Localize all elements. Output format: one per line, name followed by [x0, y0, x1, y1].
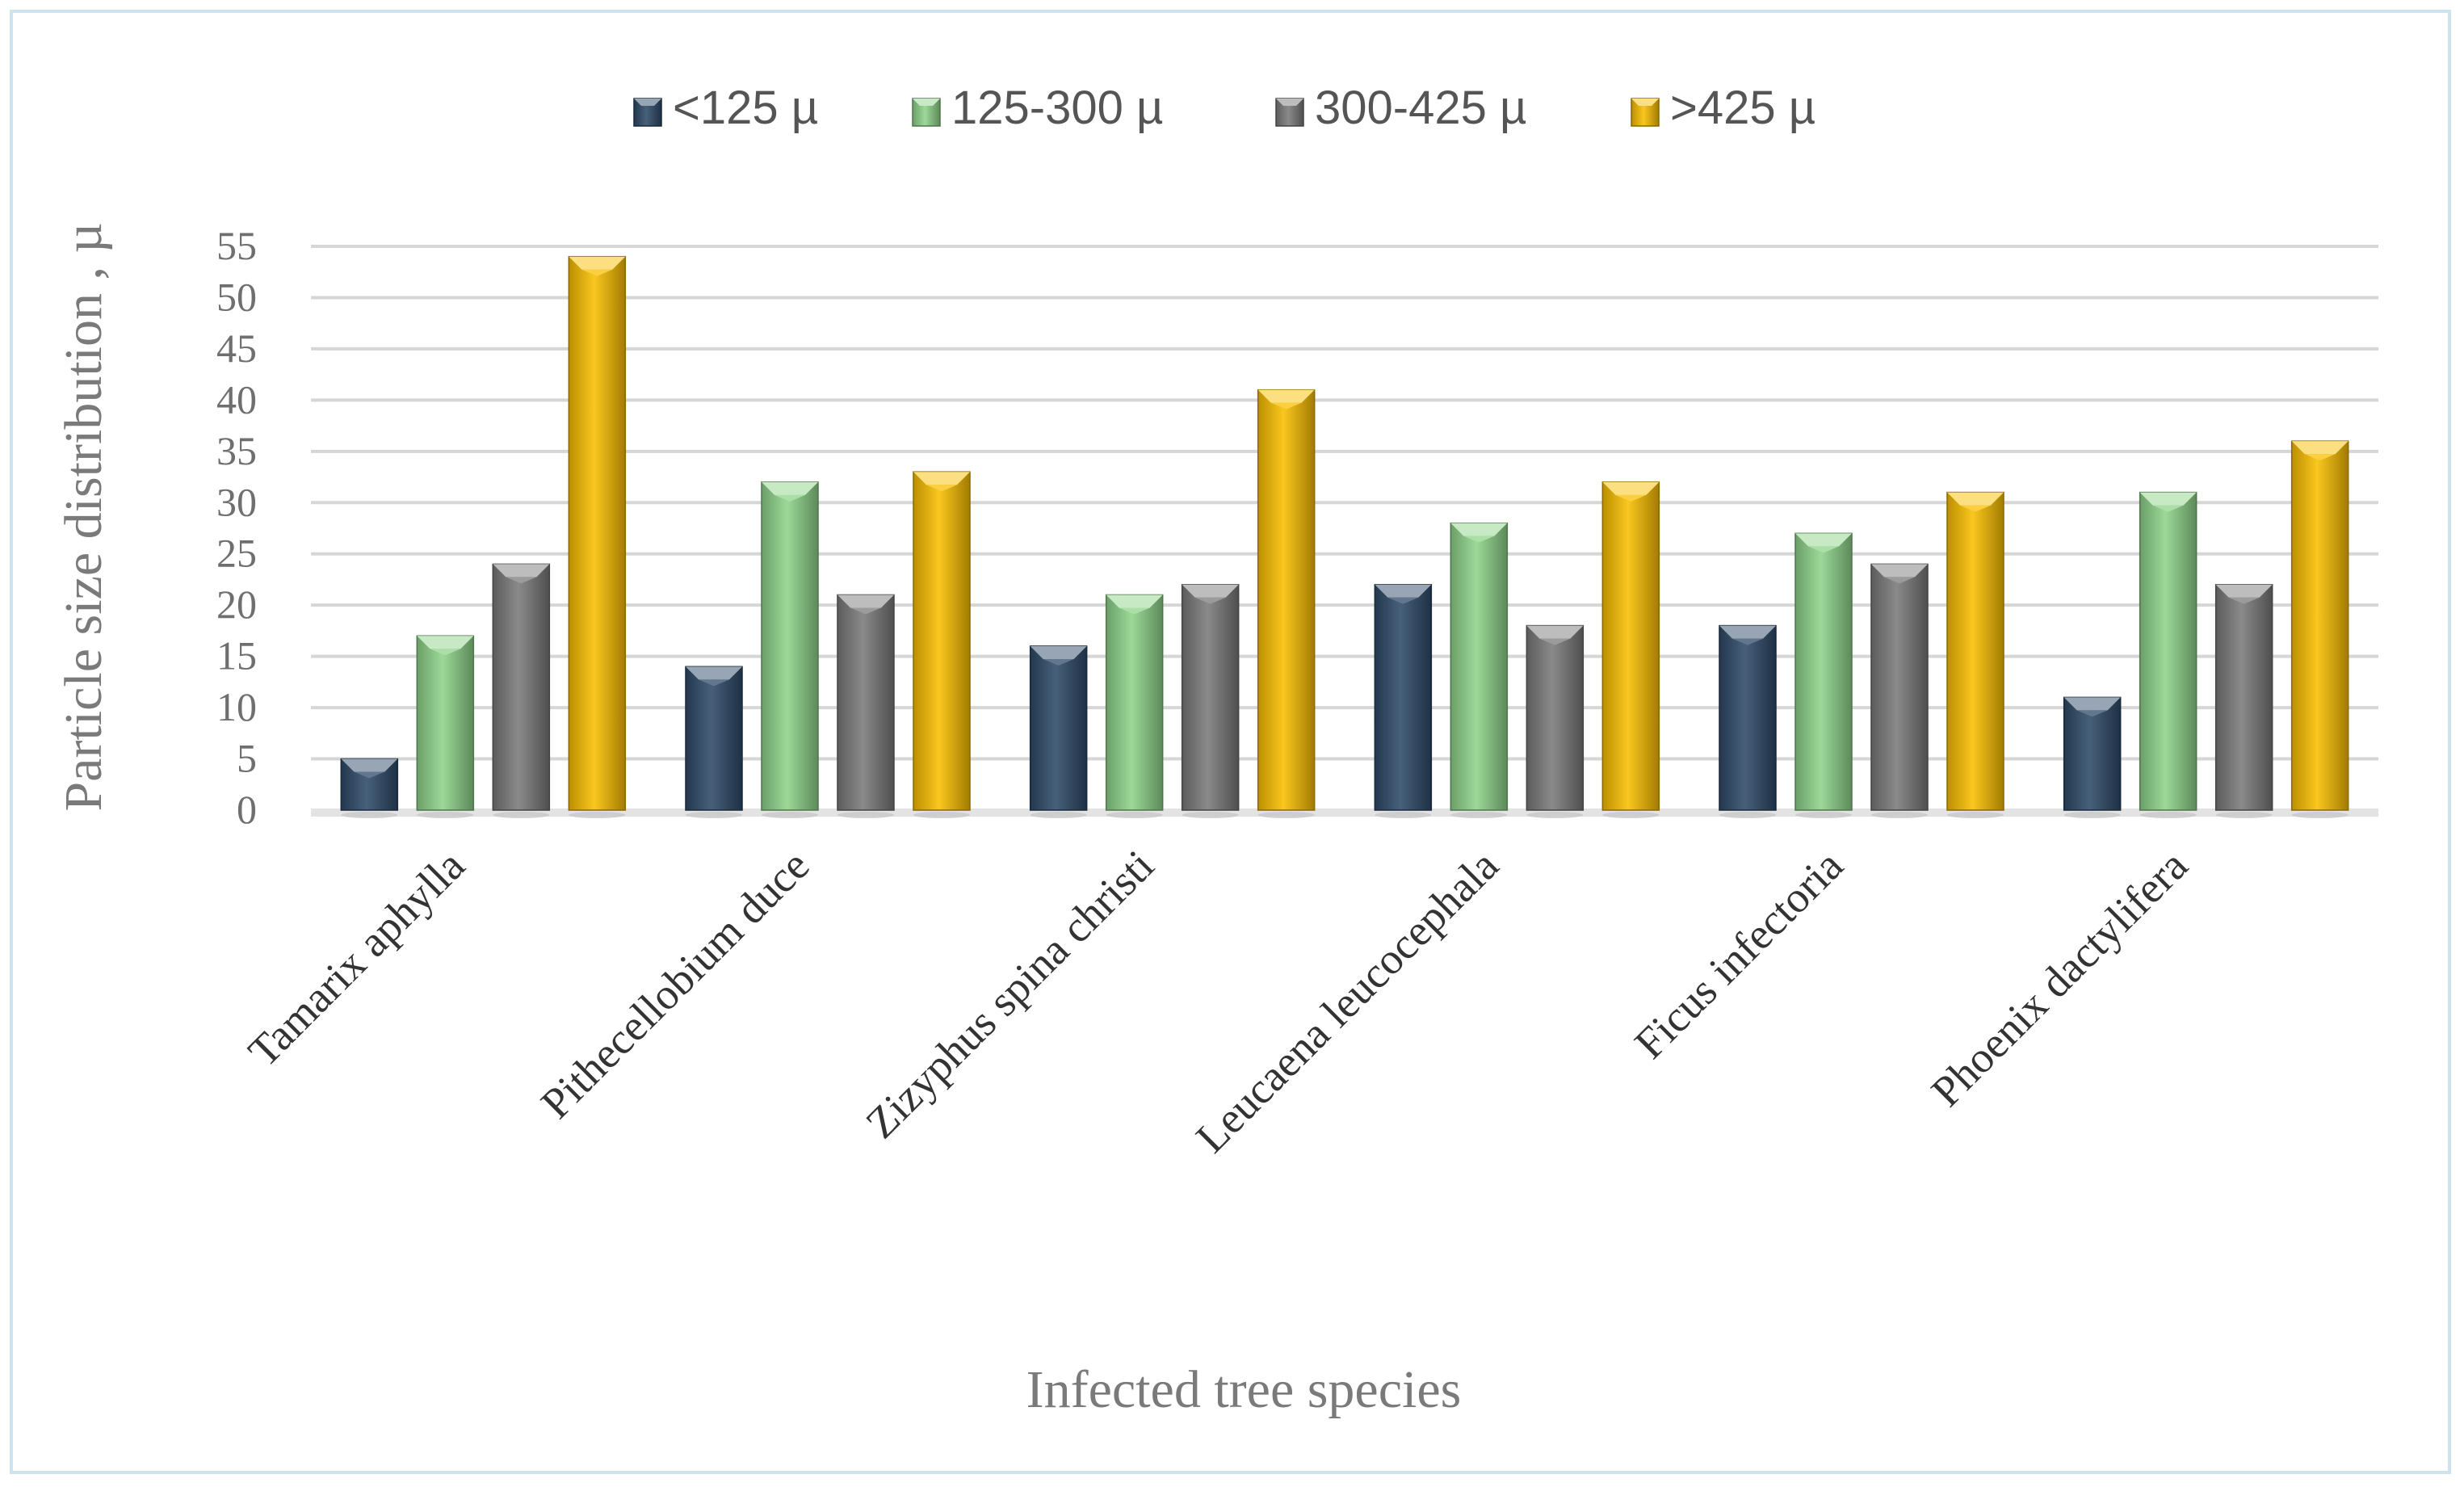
bar: [761, 481, 819, 818]
bar: [1601, 481, 1660, 818]
legend-item: <125 µ: [633, 82, 818, 134]
legend-label: >425 µ: [1670, 82, 1815, 134]
y-tick-label: 15: [216, 633, 257, 678]
x-category-label: Phoenix dactylifera: [1922, 841, 2197, 1115]
bar: [913, 471, 971, 818]
bar: [1029, 645, 1088, 818]
y-tick-label: 55: [216, 223, 257, 268]
y-tick-label: 35: [216, 428, 257, 473]
x-category-label: Tamarix aphylla: [239, 841, 474, 1076]
bar: [1946, 491, 2004, 818]
bar: [1450, 522, 1509, 818]
legend: <125 µ 125-300 µ 300-425 µ >425 µ: [633, 82, 1815, 134]
x-category-label: Leucaena leucocephala: [1186, 841, 1508, 1162]
y-tick-label: 10: [216, 684, 257, 729]
bar: [1719, 624, 1777, 818]
bar: [1526, 624, 1585, 818]
y-tick-label: 30: [216, 479, 257, 524]
legend-label: 125-300 µ: [951, 82, 1163, 134]
bar: [492, 563, 551, 818]
bar: [2214, 584, 2273, 818]
y-axis-title: Particle size distribution , µ: [54, 222, 113, 811]
legend-item: >425 µ: [1631, 82, 1815, 134]
y-tick-label: 5: [237, 736, 257, 781]
bar: [1257, 389, 1316, 818]
bar: [1105, 594, 1164, 818]
legend-item: 125-300 µ: [912, 82, 1163, 134]
bar: [1870, 563, 1929, 818]
x-axis-category-labels: Tamarix aphylla Pithecellobium duce Zizyph…: [239, 841, 2197, 1162]
y-tick-label: 0: [237, 787, 257, 832]
chart-floor: [311, 809, 2378, 817]
bar: [685, 666, 743, 818]
y-tick-label: 50: [216, 274, 257, 319]
legend-label: 300-425 µ: [1315, 82, 1526, 134]
bar: [2139, 491, 2197, 818]
y-tick-label: 25: [216, 531, 257, 576]
y-axis-ticks: 0 5 10 15 20 25 30 35 40 45 50 55: [216, 223, 257, 832]
x-axis-title: Infected tree species: [1026, 1360, 1462, 1419]
x-category-label: Pithecellobium duce: [531, 841, 818, 1128]
legend-label: <125 µ: [673, 82, 818, 134]
x-category-label: Zizyphus spina christi: [856, 841, 1163, 1148]
bar: [1794, 532, 1853, 818]
y-tick-label: 20: [216, 582, 257, 627]
bar: [416, 635, 475, 818]
bar: [2290, 440, 2349, 818]
y-tick-label: 45: [216, 326, 257, 371]
bar: [1374, 584, 1433, 818]
bar: [568, 255, 627, 818]
legend-item: 300-425 µ: [1275, 82, 1526, 134]
bar: [340, 758, 399, 818]
bar: [837, 594, 895, 818]
y-tick-label: 40: [216, 376, 257, 422]
gridlines: [311, 245, 2378, 817]
bars: [340, 255, 2349, 818]
bar: [1181, 584, 1240, 818]
bar: [2063, 696, 2122, 818]
x-category-label: Ficus infectoria: [1625, 841, 1852, 1068]
